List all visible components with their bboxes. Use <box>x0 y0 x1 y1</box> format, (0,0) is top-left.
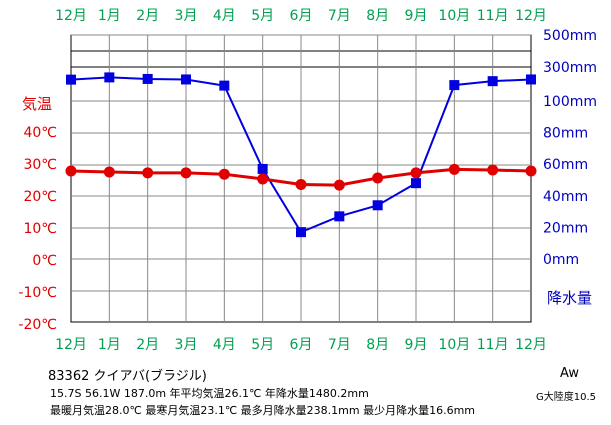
temperature-point <box>257 173 269 185</box>
precipitation-point <box>449 80 460 91</box>
precipitation-point <box>181 74 191 85</box>
precipitation-point <box>104 72 115 83</box>
month-label-bottom: 5月 <box>251 337 274 353</box>
month-label-top: 10月 <box>438 8 470 24</box>
temperature-tick-label: 0℃ <box>32 253 57 269</box>
temperature-point <box>410 167 422 179</box>
precipitation-point <box>257 163 268 174</box>
temperature-point <box>295 178 307 190</box>
axis-labels: 12月 12月 1月 1月 2月 2月 3月 3月 4月 4月 5月 5月 6月 6月 7月 7月 8月 8月 9月… <box>18 8 597 353</box>
temperature-point <box>372 172 384 184</box>
precipitation-point <box>372 200 383 211</box>
month-label-bottom: 4月 <box>213 337 236 353</box>
station-info-line1: 15.7S 56.1W 187.0m 年平均気温26.1℃ 年降水量1480.2… <box>50 387 369 400</box>
temperature-tick-label: 30℃ <box>23 157 57 173</box>
month-label-top: 9月 <box>405 8 428 24</box>
temperature-point <box>103 166 115 178</box>
precipitation-tick-label: 40mm <box>543 189 588 205</box>
precipitation-point <box>296 227 306 238</box>
month-label-top: 12月 <box>515 8 547 24</box>
precipitation-point <box>219 80 230 91</box>
temperature-point <box>333 179 345 191</box>
precipitation-series <box>66 72 536 238</box>
precipitation-tick-label: 60mm <box>543 157 588 173</box>
precipitation-point <box>487 76 498 87</box>
koppen-class: Aw <box>560 366 579 381</box>
temperature-tick-label: -10℃ <box>18 285 57 301</box>
temperature-series <box>65 163 537 191</box>
station-name: 83362 クイアバ(ブラジル) <box>48 369 207 384</box>
month-label-bottom: 2月 <box>136 337 159 353</box>
precipitation-point <box>526 74 536 85</box>
temperature-point <box>180 167 192 179</box>
precipitation-point <box>334 211 345 222</box>
month-label-top: 11月 <box>477 8 509 24</box>
month-label-bottom: 10月 <box>438 337 470 353</box>
month-label-bottom: 8月 <box>366 337 389 353</box>
temperature-axis-title: 気温 <box>22 95 52 113</box>
station-info-line2: 最暖月気温28.0℃ 最寒月気温23.1℃ 最多月降水量238.1mm 最少月降… <box>50 404 476 417</box>
precipitation-tick-label: 0mm <box>543 252 579 268</box>
precipitation-axis-title: 降水量 <box>547 289 592 307</box>
month-label-top: 1月 <box>98 8 121 24</box>
month-label-bottom: 9月 <box>405 337 428 353</box>
precipitation-tick-label: 300mm <box>543 60 597 76</box>
month-label-bottom: 7月 <box>328 337 351 353</box>
temperature-point <box>142 167 154 179</box>
temperature-tick-label: 20℃ <box>23 189 57 205</box>
precipitation-point <box>142 73 153 84</box>
precipitation-point <box>411 178 421 189</box>
precipitation-tick-label: 500mm <box>543 28 597 44</box>
continentality: G大陸度10.5 <box>536 392 597 403</box>
month-label-bottom: 11月 <box>477 337 509 353</box>
month-label-top: 6月 <box>290 8 313 24</box>
month-label-top: 5月 <box>251 8 274 24</box>
temperature-point <box>218 168 230 180</box>
temperature-point <box>65 165 77 177</box>
month-label-top: 12月 <box>55 8 87 24</box>
precipitation-tick-label: 20mm <box>543 220 588 236</box>
month-label-bottom: 6月 <box>290 337 313 353</box>
temperature-point <box>525 165 537 177</box>
month-label-bottom: 12月 <box>55 337 87 353</box>
month-label-bottom: 12月 <box>515 337 547 353</box>
month-label-top: 8月 <box>366 8 389 24</box>
precipitation-tick-label: 80mm <box>543 126 588 142</box>
month-label-top: 3月 <box>175 8 198 24</box>
month-label-top: 2月 <box>136 8 159 24</box>
month-label-top: 7月 <box>328 8 351 24</box>
temperature-tick-label: 10℃ <box>23 221 57 237</box>
month-label-bottom: 1月 <box>98 337 121 353</box>
precipitation-tick-label: 100mm <box>543 94 597 110</box>
temperature-tick-label: -20℃ <box>18 317 57 333</box>
temperature-point <box>487 164 499 176</box>
month-label-top: 4月 <box>213 8 236 24</box>
precipitation-point <box>66 74 76 85</box>
temperature-tick-label: 40℃ <box>23 125 57 141</box>
month-label-bottom: 3月 <box>175 337 198 353</box>
temperature-point <box>448 163 460 175</box>
